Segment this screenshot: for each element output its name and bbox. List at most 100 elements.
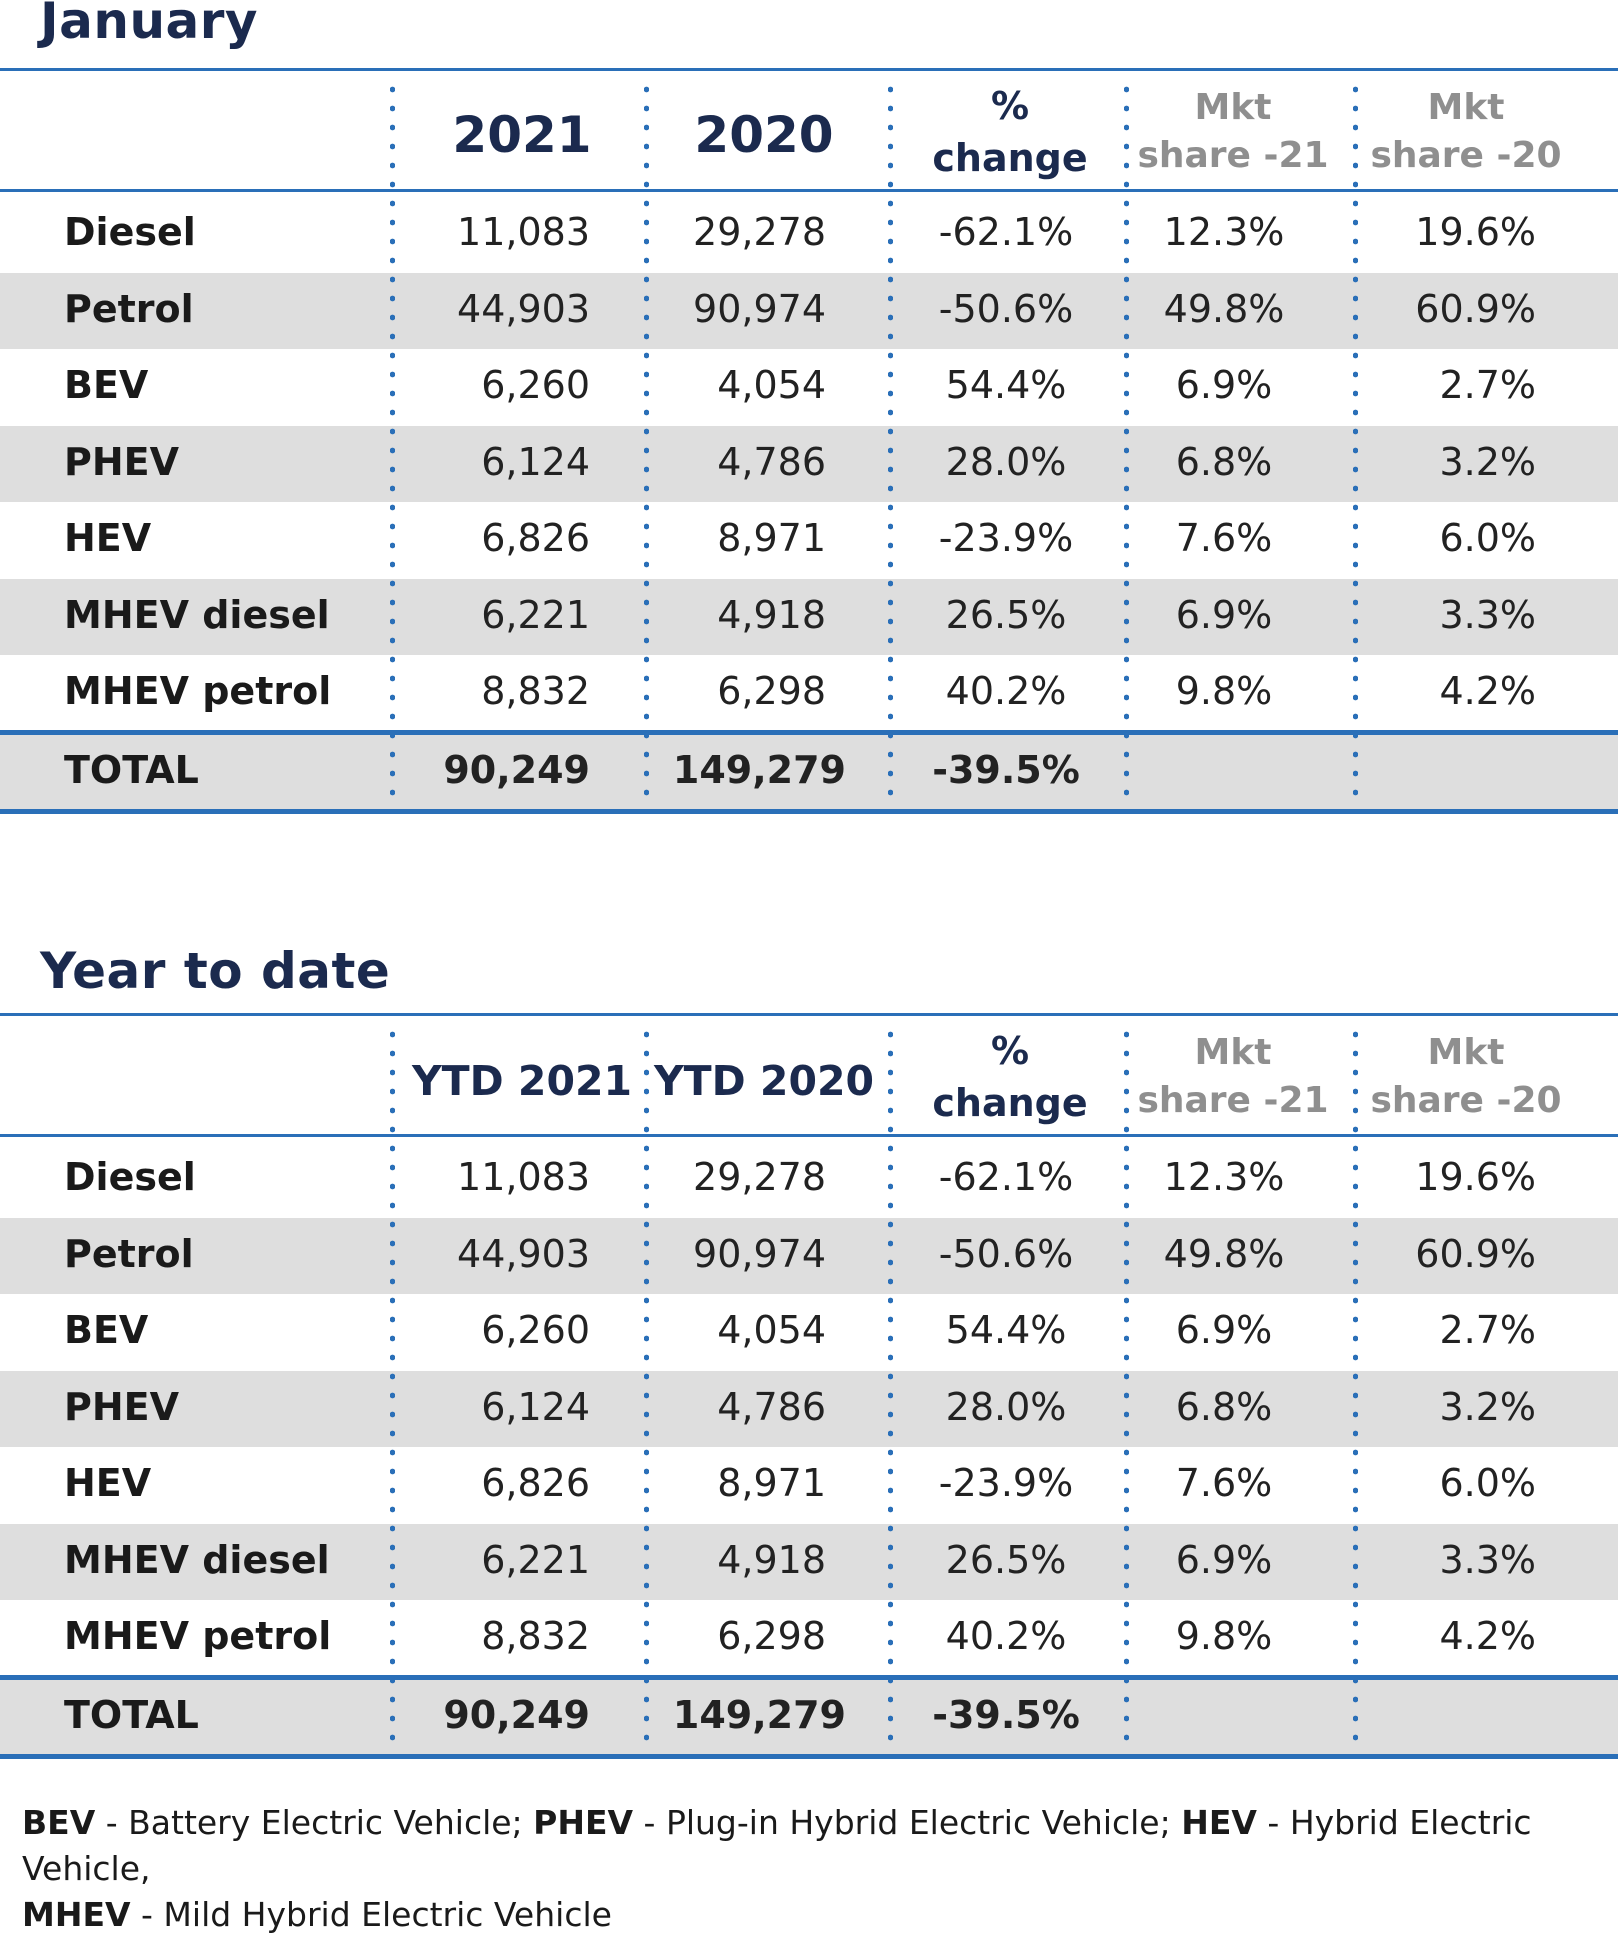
- total-top-rule: [0, 729, 1618, 735]
- header-line: share -21: [1137, 1080, 1329, 1121]
- value-2021: 8,832: [481, 669, 590, 713]
- row-label: Diesel: [64, 210, 196, 254]
- value-2020: 4,054: [717, 363, 826, 407]
- legend-hev-abbr: HEV: [1181, 1803, 1257, 1842]
- value-2021: 6,221: [481, 1537, 590, 1582]
- market-share-21: 9.8%: [1175, 1614, 1273, 1658]
- column-header-2021: YTD 2021: [411, 1057, 633, 1105]
- column-separator: [644, 1025, 649, 1749]
- column-header-market-share-20: Mkt share -20: [1346, 84, 1586, 180]
- row-label: PHEV: [64, 1384, 180, 1429]
- market-share-20: 2.7%: [1439, 1308, 1536, 1352]
- market-share-20: 19.6%: [1415, 210, 1536, 254]
- header-top-rule: [0, 68, 1618, 71]
- section-title: Year to date: [40, 942, 391, 1000]
- value-2021: 6,826: [481, 1461, 590, 1505]
- value-2020: 90,974: [693, 286, 826, 331]
- row-label: PHEV: [64, 439, 180, 484]
- market-share-20: 4.2%: [1439, 669, 1536, 713]
- percent-change: -62.1%: [938, 1155, 1074, 1199]
- value-2020: 6,298: [717, 669, 826, 713]
- header-bottom-rule: [0, 1134, 1618, 1137]
- market-share-21: 6.8%: [1175, 439, 1273, 484]
- total-bottom-rule: [0, 808, 1618, 814]
- row-band: [0, 425, 1618, 502]
- value-2021: 8,832: [481, 1614, 590, 1658]
- total-label: TOTAL: [64, 747, 199, 792]
- percent-change: 54.4%: [945, 1308, 1067, 1352]
- header-line: change: [932, 1081, 1088, 1125]
- market-share-20: 60.9%: [1415, 286, 1536, 331]
- column-header-2021: 2021: [452, 106, 592, 164]
- market-share-21: 49.8%: [1163, 1231, 1285, 1276]
- column-separator: [1353, 80, 1358, 804]
- total-2021: 90,249: [443, 747, 590, 792]
- value-2020: 4,054: [717, 1308, 826, 1352]
- value-2021: 6,221: [481, 592, 590, 637]
- market-share-21: 6.9%: [1175, 363, 1273, 407]
- column-header-2020: 2020: [694, 106, 834, 164]
- legend-mhev-text: - Mild Hybrid Electric Vehicle: [130, 1895, 612, 1934]
- market-share-21: 6.8%: [1175, 1384, 1273, 1429]
- value-2020: 4,918: [717, 592, 826, 637]
- percent-change: 54.4%: [945, 363, 1067, 407]
- header-line: share -21: [1137, 135, 1329, 176]
- header-line: Mkt: [1194, 87, 1272, 128]
- value-2021: 6,260: [481, 1308, 590, 1352]
- total-band: [0, 1679, 1618, 1754]
- percent-change: 26.5%: [945, 592, 1067, 637]
- market-share-21: 7.6%: [1175, 1461, 1273, 1505]
- percent-change: 26.5%: [945, 1537, 1067, 1582]
- total-percent-change: -39.5%: [932, 1692, 1080, 1737]
- market-share-20: 3.3%: [1439, 592, 1536, 637]
- value-2020: 4,786: [717, 439, 826, 484]
- header-line: Mkt: [1194, 1032, 1272, 1073]
- value-2021: 6,124: [481, 439, 590, 484]
- column-header-market-share-21: Mkt share -21: [1113, 84, 1353, 180]
- column-header-market-share-21: Mkt share -21: [1113, 1029, 1353, 1125]
- row-label: BEV: [64, 1308, 149, 1352]
- percent-change: 28.0%: [945, 1384, 1067, 1429]
- value-2020: 8,971: [717, 516, 826, 560]
- value-2021: 6,826: [481, 516, 590, 560]
- legend-bev-text: - Battery Electric Vehicle;: [95, 1803, 534, 1842]
- row-label: MHEV diesel: [64, 592, 330, 637]
- market-share-21: 6.9%: [1175, 1308, 1273, 1352]
- row-label: MHEV diesel: [64, 1537, 330, 1582]
- header-line: Mkt: [1427, 87, 1505, 128]
- row-band: [0, 1370, 1618, 1447]
- market-share-20: 60.9%: [1415, 1231, 1536, 1276]
- header-line: %: [990, 1029, 1030, 1073]
- percent-change: -50.6%: [938, 286, 1074, 331]
- percent-change: -23.9%: [938, 516, 1074, 560]
- percent-change: 28.0%: [945, 439, 1067, 484]
- header-bottom-rule: [0, 189, 1618, 192]
- legend-bev-abbr: BEV: [22, 1803, 96, 1842]
- value-2020: 8,971: [717, 1461, 826, 1505]
- header-top-rule: [0, 1013, 1618, 1016]
- legend-hev-text: - Hybrid Electric Vehicle,: [22, 1803, 1532, 1888]
- value-2021: 6,260: [481, 363, 590, 407]
- row-label: HEV: [64, 516, 152, 560]
- section-title: January: [40, 0, 259, 50]
- percent-change: -62.1%: [938, 210, 1074, 254]
- january-table: January Diesel 11,083 29,278 -62.1% 12.3% 19.6…: [0, 0, 1618, 830]
- header-line: share -20: [1370, 1080, 1562, 1121]
- value-2021: 44,903: [457, 1231, 590, 1276]
- total-label: TOTAL: [64, 1692, 199, 1737]
- row-band: [0, 272, 1618, 349]
- value-2021: 11,083: [457, 210, 590, 254]
- row-band: [0, 578, 1618, 655]
- percent-change: -50.6%: [938, 1231, 1074, 1276]
- column-separator: [644, 80, 649, 804]
- row-label: MHEV petrol: [64, 669, 332, 713]
- market-share-20: 19.6%: [1415, 1155, 1536, 1199]
- market-share-21: 6.9%: [1175, 1537, 1273, 1582]
- column-header-percent-change: % change: [890, 80, 1130, 184]
- column-separator: [888, 1025, 893, 1749]
- value-2020: 4,786: [717, 1384, 826, 1429]
- percent-change: 40.2%: [945, 669, 1067, 713]
- legend-mhev-abbr: MHEV: [22, 1895, 131, 1934]
- percent-change: 40.2%: [945, 1614, 1067, 1658]
- total-2020: 149,279: [672, 747, 846, 792]
